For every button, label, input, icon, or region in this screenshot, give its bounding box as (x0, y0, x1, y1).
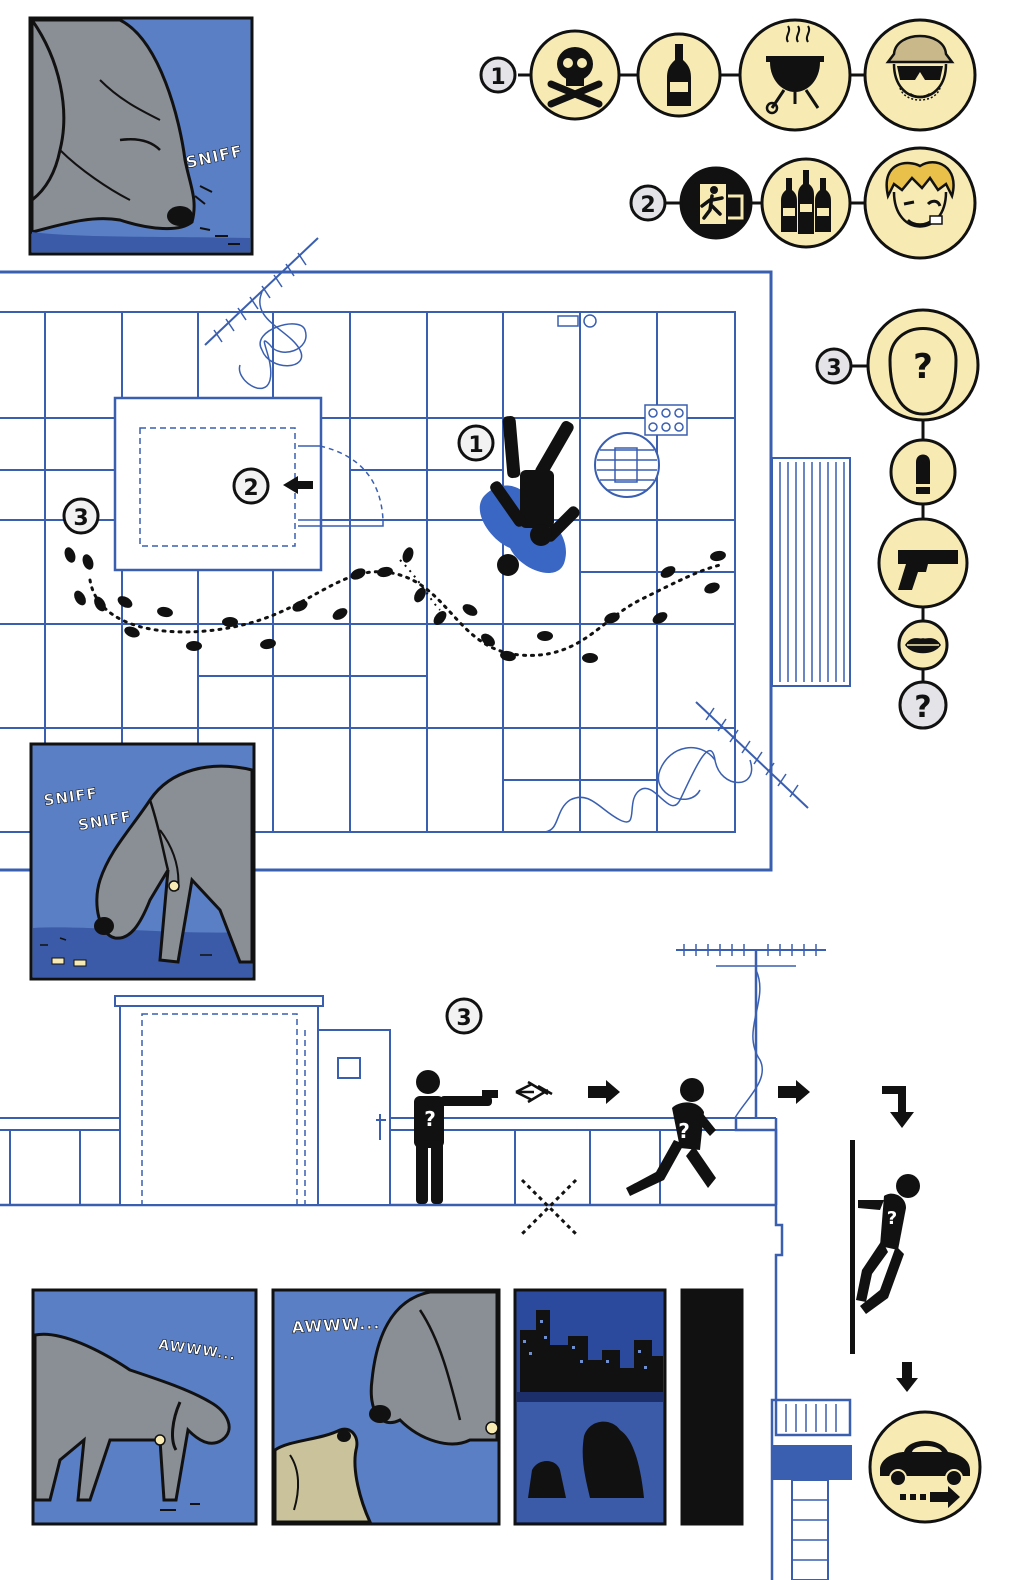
car-driving-icon (868, 1410, 982, 1524)
panel-dog-awww-2: AWWW... (271, 1288, 501, 1526)
footstep-trail (64, 547, 726, 663)
svg-text:?: ? (914, 690, 931, 725)
arrow-right-icon (588, 1080, 620, 1104)
black-panel (680, 1288, 744, 1526)
grill-icon (738, 18, 852, 132)
bullet-icon (889, 438, 957, 506)
arrow-turn-down-icon (882, 1086, 914, 1128)
svg-text:AWWW...: AWWW... (291, 1313, 380, 1337)
clue-column-3: 3 ? ? (815, 308, 980, 730)
antenna-side (676, 944, 826, 1119)
panel-city-dogs (513, 1288, 667, 1526)
arrow-down-icon (896, 1362, 918, 1392)
arrow-left-icon (283, 476, 313, 494)
clue-row-2: 2 (629, 146, 977, 260)
plan-marker-1: 1 (457, 424, 495, 462)
svg-text:3: 3 (456, 1006, 471, 1031)
svg-text:2: 2 (243, 476, 258, 501)
exit-sign-icon (679, 166, 753, 240)
lips-icon (897, 619, 949, 671)
beer-bottle-icon (636, 32, 722, 118)
plan-marker-2: 2 (232, 467, 313, 505)
muzzle-flash-icon (515, 1080, 553, 1104)
antenna-top-2 (544, 701, 809, 833)
clue-row-1: 1 (479, 18, 977, 132)
svg-text:1: 1 (468, 433, 483, 458)
svg-text:3: 3 (73, 506, 88, 531)
panel-dog-awww-1: AWWW... (31, 1288, 258, 1526)
panel-dog-sniff-1: SNIFF (28, 16, 254, 256)
climber-figure: ? (850, 1140, 920, 1354)
antenna-top-1 (204, 237, 319, 390)
city-skyline (520, 1310, 663, 1392)
svg-text:1: 1 (490, 65, 505, 90)
svg-text:?: ? (913, 347, 933, 387)
panel-dog-sniff-2: SNIFF SNIFF (29, 742, 256, 981)
dog-silhouettes (528, 1421, 644, 1498)
svg-text:?: ? (887, 1208, 897, 1229)
rooftop-side-view (0, 995, 852, 1580)
svg-text:?: ? (424, 1107, 436, 1131)
pistol-icon (877, 517, 969, 609)
skull-crossbones-icon (529, 29, 621, 121)
man-cap-sunglasses-icon (863, 18, 977, 132)
drain-hatch (594, 432, 660, 498)
body-silhouette (479, 416, 580, 576)
runner-figure: ? (626, 1078, 716, 1196)
three-beer-bottles-icon (760, 157, 852, 249)
svg-text:3: 3 (826, 356, 841, 381)
plan-marker-3: 3 (62, 497, 100, 535)
vent-grate (771, 457, 851, 687)
pipe-fixture (557, 314, 688, 436)
shooter-figure: ? (414, 1070, 498, 1204)
unknown-person-icon: ? (866, 308, 980, 422)
arrow-right-icon (778, 1080, 810, 1104)
svg-text:2: 2 (640, 193, 655, 218)
svg-text:?: ? (678, 1119, 690, 1143)
x-mark (520, 1178, 578, 1236)
blond-man-icon (863, 146, 977, 260)
side-marker-3: 3 (445, 997, 483, 1035)
question-icon: ? (898, 680, 948, 730)
